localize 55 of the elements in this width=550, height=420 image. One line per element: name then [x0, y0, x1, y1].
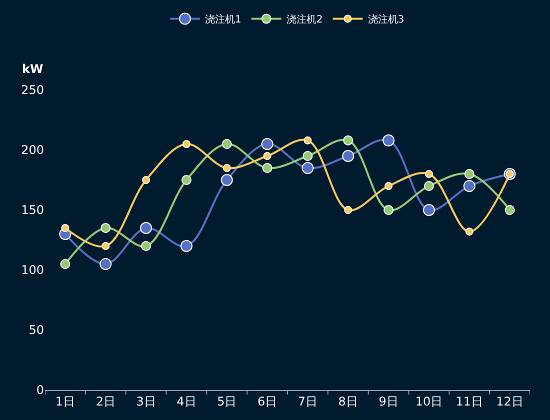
- y-tick-label: 100: [21, 263, 44, 278]
- x-tick-label: 2日: [96, 394, 116, 408]
- point: [424, 181, 434, 191]
- x-tick-label: 3日: [136, 394, 156, 408]
- x-tick-label: 7日: [298, 394, 318, 408]
- x-tick-label: 1日: [55, 394, 76, 408]
- point: [100, 223, 111, 233]
- point: [465, 228, 474, 236]
- point: [262, 163, 272, 173]
- point: [344, 206, 352, 214]
- legend-label: 浇注机3: [368, 14, 404, 26]
- point: [384, 205, 394, 215]
- point: [302, 151, 313, 161]
- y-tick-label: 200: [21, 143, 44, 158]
- point: [424, 170, 433, 178]
- x-tick-label: 6日: [257, 394, 278, 408]
- y-tick-label: 150: [21, 203, 44, 218]
- point: [102, 242, 110, 250]
- x-tick-label: 4日: [176, 394, 196, 408]
- point: [382, 134, 395, 146]
- point: [142, 176, 150, 184]
- point: [384, 182, 393, 190]
- x-tick-label: 8日: [338, 394, 358, 408]
- x-tick-label: 9日: [378, 394, 398, 408]
- point: [302, 162, 314, 174]
- point: [261, 138, 274, 150]
- y-tick-label: 50: [28, 323, 44, 338]
- point: [222, 164, 231, 172]
- x-tick-label: 10日: [415, 394, 443, 408]
- point: [464, 169, 474, 179]
- point: [100, 258, 112, 270]
- point: [180, 240, 192, 252]
- x-tick-label: 12日: [496, 394, 524, 408]
- point: [422, 204, 435, 216]
- point: [140, 222, 152, 234]
- point: [304, 136, 312, 144]
- point: [61, 224, 70, 232]
- point: [141, 241, 152, 251]
- legend-label: 浇注机1: [205, 14, 242, 26]
- y-tick-label: 250: [21, 83, 44, 98]
- point: [504, 205, 515, 215]
- point: [60, 259, 70, 269]
- point: [222, 139, 232, 149]
- y-axis-title: kW: [22, 62, 44, 76]
- point: [182, 140, 190, 148]
- x-tick-label: 11日: [456, 394, 484, 408]
- point: [343, 135, 354, 146]
- x-tick-label: 5日: [217, 394, 237, 408]
- point: [342, 150, 354, 162]
- point: [220, 174, 233, 186]
- point: [263, 152, 272, 160]
- point: [181, 175, 192, 185]
- point: [463, 180, 476, 192]
- y-tick-label: 0: [36, 383, 44, 398]
- legend-label: 浇注机2: [286, 14, 323, 26]
